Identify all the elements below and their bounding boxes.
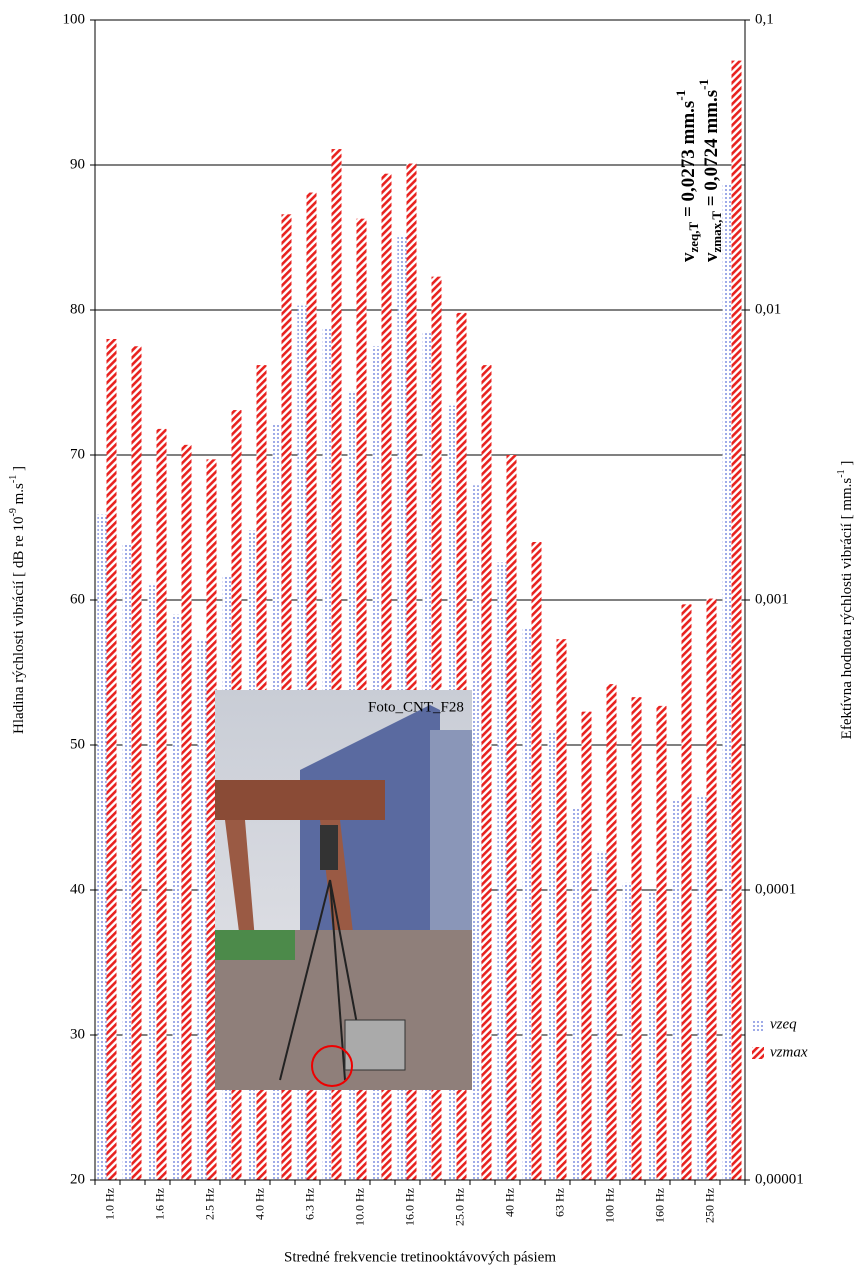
bar — [732, 61, 742, 1180]
bar — [173, 615, 182, 1181]
bar — [523, 629, 532, 1180]
y-tick-label: 100 — [63, 11, 86, 27]
bar — [548, 731, 557, 1181]
legend-swatch — [752, 1047, 764, 1059]
bar — [673, 800, 682, 1180]
y2-tick-label: 0,001 — [755, 591, 789, 607]
bar — [573, 809, 582, 1180]
bar — [198, 641, 207, 1180]
x-tick-label: 100 Hz — [602, 1188, 616, 1223]
bar — [648, 893, 657, 1180]
bar — [582, 712, 592, 1180]
chart: 20 30 40 50 60 70 80 90 100 0,00001 0,0001 0,001 0,0… — [0, 0, 866, 1274]
annotation: vzeq,T = 0,0273 mm.s-1 — [673, 90, 701, 262]
bar — [623, 883, 632, 1180]
y2-tick-label: 0,0001 — [755, 881, 796, 897]
x-tick-label: 25.0 Hz — [452, 1188, 466, 1226]
y-tick-label: 40 — [70, 881, 85, 897]
y-tick-label: 50 — [70, 736, 85, 752]
y-tick-label: 90 — [70, 156, 85, 172]
bar — [473, 485, 482, 1180]
x-tick-label: 10.0 Hz — [352, 1188, 366, 1226]
x-tick-label: 6.3 Hz — [302, 1188, 316, 1220]
bar — [482, 365, 492, 1180]
y-axis-label: Hladina rýchlosti vibrácií [ dB re 10-9 … — [8, 466, 27, 734]
legend-swatch — [752, 1019, 764, 1031]
legend-label: vzmax — [770, 1044, 808, 1060]
x-tick-label: 63 Hz — [552, 1188, 566, 1217]
bar — [682, 604, 692, 1180]
bar — [157, 429, 167, 1180]
y-tick-label: 60 — [70, 591, 85, 607]
bar — [607, 684, 617, 1180]
bar — [632, 697, 642, 1180]
y-tick-label: 70 — [70, 446, 85, 462]
bar — [148, 586, 157, 1181]
bar — [723, 184, 732, 1180]
y2-tick-label: 0,01 — [755, 301, 781, 317]
bar — [98, 514, 107, 1180]
bar — [598, 852, 607, 1180]
y2-tick-label: 0,00001 — [755, 1171, 804, 1187]
bar — [498, 562, 507, 1180]
y2-axis-label: Efektívna hodnota rýchlosti vibrácií [ m… — [836, 461, 855, 740]
y2-tick-label: 0,1 — [755, 11, 774, 27]
bar — [107, 339, 117, 1180]
x-tick-label: 1.0 Hz — [102, 1188, 116, 1220]
x-tick-label: 250 Hz — [702, 1188, 716, 1223]
bar — [707, 599, 717, 1180]
bar — [698, 797, 707, 1180]
x-tick-label: 160 Hz — [652, 1188, 666, 1223]
y-tick-label: 20 — [70, 1171, 85, 1187]
bar — [507, 455, 517, 1180]
x-tick-label: 16.0 Hz — [402, 1188, 416, 1226]
x-tick-label: 40 Hz — [502, 1188, 516, 1217]
bar — [182, 445, 192, 1180]
photo-label: Foto_CNT_F28 — [368, 699, 464, 715]
x-tick-label: 2.5 Hz — [202, 1188, 216, 1220]
y-tick-label: 30 — [70, 1026, 85, 1042]
bar — [657, 706, 667, 1180]
bar — [123, 543, 132, 1180]
bar — [557, 639, 567, 1180]
bar — [132, 346, 142, 1180]
photo: Foto_CNT_F28 — [215, 690, 472, 1090]
legend-label: vzeq — [770, 1016, 797, 1032]
y-tick-label: 80 — [70, 301, 85, 317]
x-tick-label: 1.6 Hz — [152, 1188, 166, 1220]
x-tick-label: 4.0 Hz — [252, 1188, 266, 1220]
x-axis-label: Stredné frekvencie tretinooktávových pás… — [284, 1249, 556, 1265]
bar — [532, 542, 542, 1180]
